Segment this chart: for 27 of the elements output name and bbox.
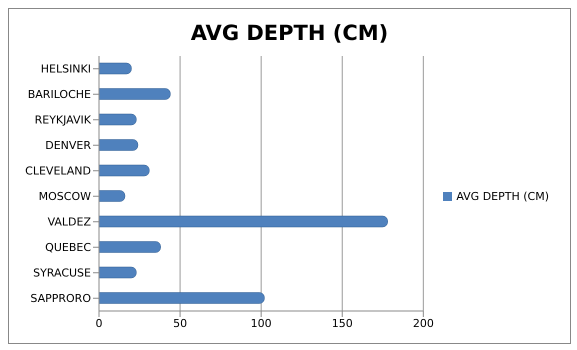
- bar: [99, 114, 137, 126]
- x-tick-label: 0: [96, 316, 102, 330]
- y-tick-label: HELSINKI: [40, 62, 91, 76]
- bar: [99, 88, 171, 100]
- bar: [99, 241, 161, 253]
- bar: [99, 266, 137, 278]
- y-tick-label: VALDEZ: [48, 216, 92, 229]
- x-tick-label: 100: [250, 316, 272, 330]
- x-tick-label: 200: [412, 316, 434, 330]
- y-tick-label: SAPPRORO: [30, 292, 92, 306]
- y-tick-label: DENVER: [45, 139, 92, 152]
- x-tick-label: 150: [332, 316, 353, 330]
- y-tick-label: MOSCOW: [38, 190, 92, 204]
- x-tick-label: 50: [173, 316, 188, 330]
- bar: [99, 216, 388, 228]
- bar: [99, 62, 132, 74]
- bar: [99, 190, 126, 202]
- y-tick-label: REYKJAVIK: [34, 114, 92, 127]
- y-tick-label: SYRACUSE: [33, 266, 92, 280]
- legend-label: AVG DEPTH (CM): [456, 190, 549, 202]
- y-tick-label: BARILOCHE: [28, 88, 92, 102]
- bar: [99, 164, 150, 176]
- bar: [99, 292, 265, 304]
- y-tick-label: QUEBEC: [45, 241, 92, 254]
- chart-title: AVG DEPTH (CM): [190, 21, 390, 47]
- y-tick-label: CLEVELAND: [25, 164, 91, 178]
- bar: [99, 139, 138, 151]
